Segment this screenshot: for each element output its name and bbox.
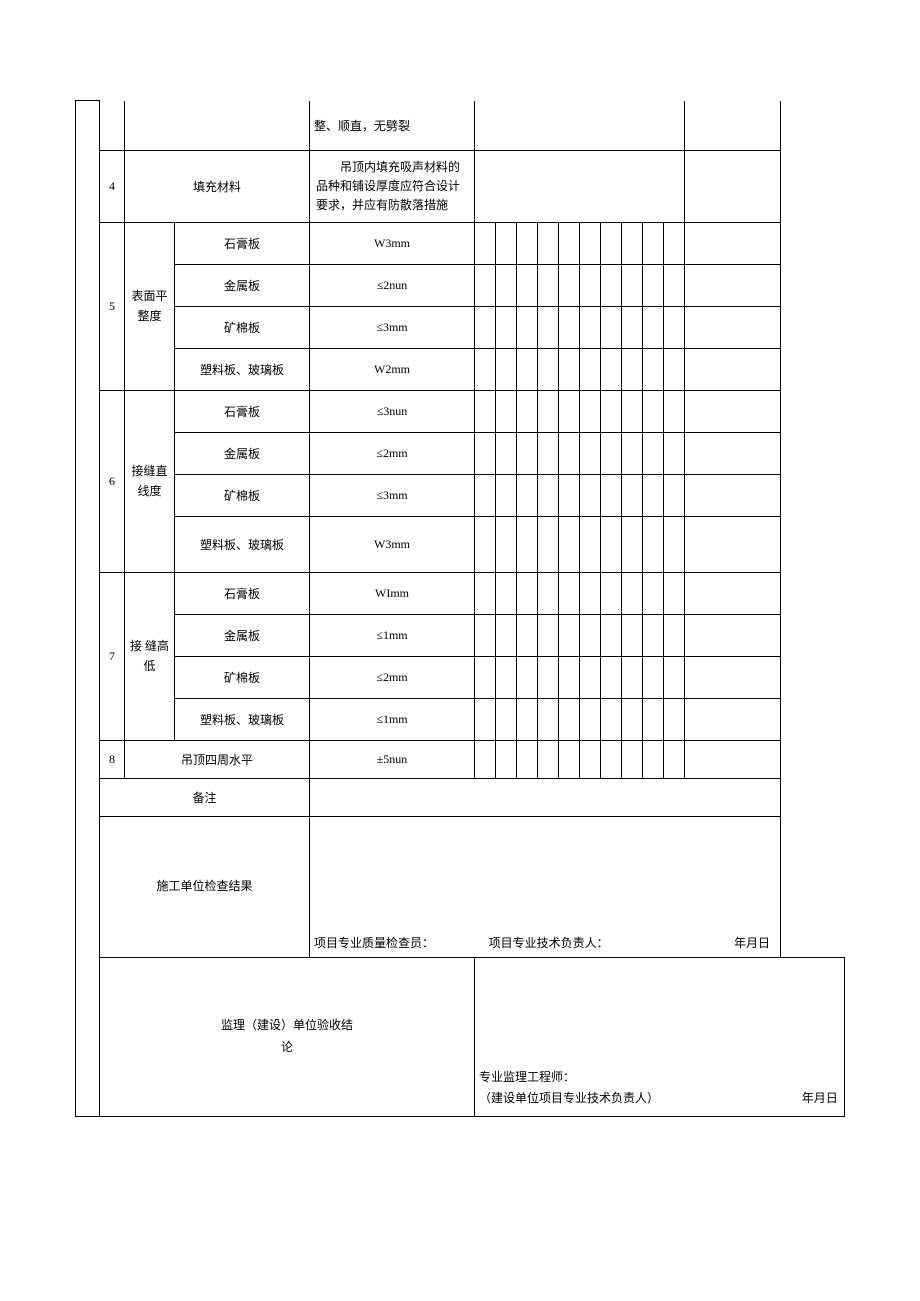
row6-num: 6 — [100, 391, 125, 573]
row7-num: 7 — [100, 573, 125, 741]
row6-item2-val: ≤3mm — [310, 475, 475, 517]
supervision-engineer: 专业监理工程师： — [479, 1067, 842, 1089]
row8-num: 8 — [100, 741, 125, 779]
row6-item3-val: W3mm — [310, 517, 475, 573]
row-top-req: 整、顺直，无劈裂 — [310, 101, 475, 151]
row7-item1-val: ≤1mm — [310, 615, 475, 657]
row7-item3-val: ≤1mm — [310, 699, 475, 741]
row6-item3-name: 塑料板、玻璃板 — [175, 517, 310, 573]
row4-req: 吊顶内填充吸声材料的品种和铺设厚度应符合设计要求，并应有防散落措施 — [310, 151, 475, 223]
row7-item3-name: 塑料板、玻璃板 — [175, 699, 310, 741]
row5-item3-val: W2mm — [310, 349, 475, 391]
row8-val: ±5nun — [310, 741, 475, 779]
supervision-owner: （建设单位项目专业技术负责人） — [479, 1088, 762, 1110]
row5-item0-val: W3mm — [310, 223, 475, 265]
construction-sig: 项目专业质量检查员： 项目专业技术负责人： 年月日 — [310, 817, 781, 958]
row4-num: 4 — [100, 151, 125, 223]
row6-label: 接缝直线度 — [125, 391, 175, 573]
inspection-table: 整、顺直，无劈裂 4 填充材料 吊顶内填充吸声材料的品种和铺设厚度应符合设计要求… — [75, 100, 845, 1117]
construction-label: 施工单位检查结果 — [100, 817, 310, 958]
row7-item2-name: 矿棉板 — [175, 657, 310, 699]
row7-item0-val: WImm — [310, 573, 475, 615]
remark-label: 备注 — [100, 779, 310, 817]
left-spine — [76, 101, 100, 1117]
supervision-sig: 专业监理工程师： （建设单位项目专业技术负责人） 年月日 — [475, 958, 845, 1117]
row5-item1-val: ≤2nun — [310, 265, 475, 307]
row5-item3-name: 塑料板、玻璃板 — [175, 349, 310, 391]
row4-label: 填充材料 — [125, 151, 310, 223]
supervision-date: 年月日 — [765, 1088, 838, 1110]
row6-item1-val: ≤2mm — [310, 433, 475, 475]
row7-item0-name: 石膏板 — [175, 573, 310, 615]
construction-tech: 项目专业技术负责人： — [489, 934, 675, 951]
row5-item0-name: 石膏板 — [175, 223, 310, 265]
row5-item1-name: 金属板 — [175, 265, 310, 307]
row6-item2-name: 矿棉板 — [175, 475, 310, 517]
supervision-label: 监理（建设）单位验收结 论 — [100, 958, 475, 1117]
row5-label: 表面平整度 — [125, 223, 175, 391]
row7-label: 接 缝高低 — [125, 573, 175, 741]
construction-checker: 项目专业质量检查员： — [314, 934, 486, 951]
row4-check — [475, 151, 685, 223]
row5-num: 5 — [100, 223, 125, 391]
row5-item2-val: ≤3mm — [310, 307, 475, 349]
remark-content — [310, 779, 781, 817]
row7-item2-val: ≤2mm — [310, 657, 475, 699]
row6-item0-name: 石膏板 — [175, 391, 310, 433]
row7-item1-name: 金属板 — [175, 615, 310, 657]
row8-label: 吊顶四周水平 — [125, 741, 310, 779]
construction-date: 年月日 — [677, 934, 770, 951]
row5-item2-name: 矿棉板 — [175, 307, 310, 349]
row6-item0-val: ≤3nun — [310, 391, 475, 433]
row4-result — [685, 151, 781, 223]
row6-item1-name: 金属板 — [175, 433, 310, 475]
